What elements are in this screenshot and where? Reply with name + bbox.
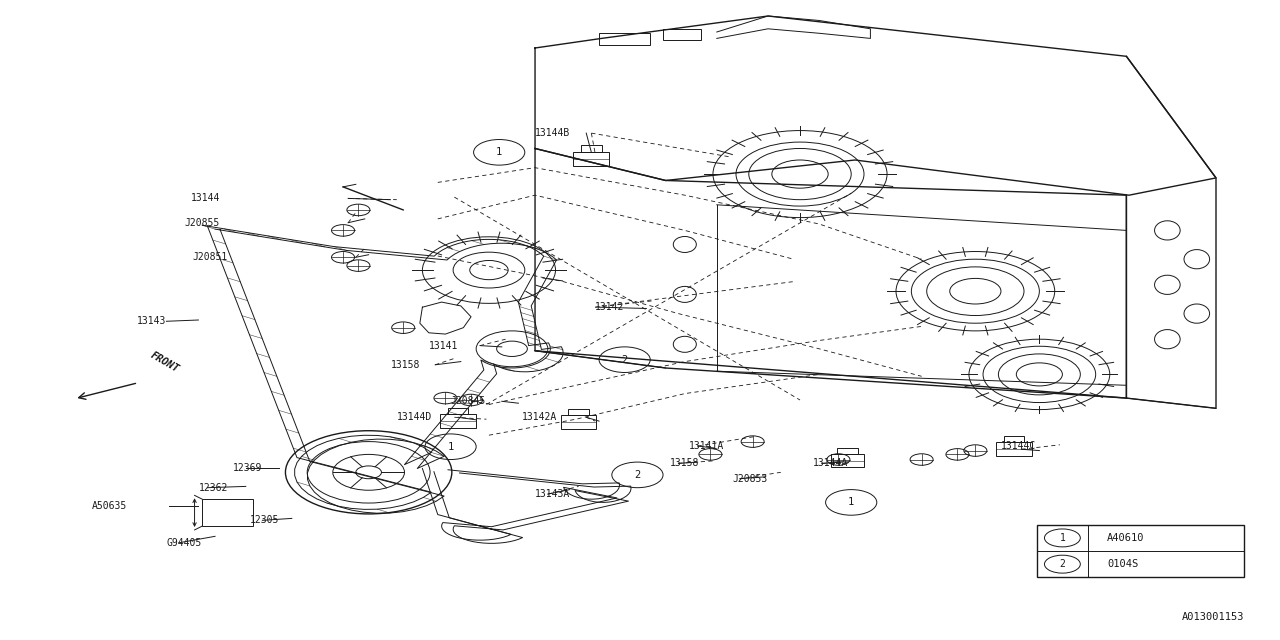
Bar (448, 408, 468, 414)
Text: A013001153: A013001153 (1181, 612, 1244, 622)
Text: 13144A: 13144A (813, 458, 849, 468)
Text: 13142A: 13142A (522, 412, 558, 422)
Bar (581, 145, 602, 152)
Text: 13143A: 13143A (535, 489, 571, 499)
Bar (837, 448, 858, 454)
Text: J20855: J20855 (184, 218, 220, 228)
Bar (568, 409, 589, 415)
Bar (1037, 525, 1244, 577)
Text: 1: 1 (849, 497, 854, 508)
Bar (831, 454, 864, 467)
Text: 13141A: 13141A (689, 441, 724, 451)
Text: 12305: 12305 (250, 515, 279, 525)
Bar (663, 29, 701, 40)
Text: FRONT: FRONT (148, 350, 180, 374)
Text: 1: 1 (448, 442, 453, 452)
Text: 0104S: 0104S (1107, 559, 1138, 569)
Bar (996, 442, 1032, 456)
Text: J20845: J20845 (451, 396, 486, 406)
Text: 13144B: 13144B (535, 128, 571, 138)
Text: 13158: 13158 (390, 360, 420, 370)
Bar (561, 415, 596, 429)
Text: 2: 2 (1060, 559, 1065, 569)
Text: 13144: 13144 (191, 193, 220, 204)
Bar (440, 414, 476, 428)
Text: J20851: J20851 (192, 252, 228, 262)
Text: 13143: 13143 (137, 316, 166, 326)
Bar (599, 33, 650, 45)
Text: 12369: 12369 (233, 463, 262, 474)
Text: G94405: G94405 (166, 538, 202, 548)
Text: 12362: 12362 (198, 483, 228, 493)
Text: A40610: A40610 (1107, 533, 1144, 543)
Bar (573, 152, 609, 166)
Text: 1: 1 (1060, 533, 1065, 543)
Text: A50635: A50635 (92, 500, 128, 511)
Text: J20853: J20853 (732, 474, 768, 484)
Text: 1: 1 (497, 147, 502, 157)
Text: 13158: 13158 (669, 458, 699, 468)
Text: 13144C: 13144C (1001, 441, 1037, 451)
Bar (1004, 436, 1024, 442)
Text: 13144D: 13144D (397, 412, 433, 422)
Text: 13141: 13141 (429, 340, 458, 351)
Text: 13142: 13142 (595, 302, 625, 312)
Bar (202, 499, 253, 526)
Text: 2: 2 (635, 470, 640, 480)
Text: 2: 2 (622, 355, 627, 365)
